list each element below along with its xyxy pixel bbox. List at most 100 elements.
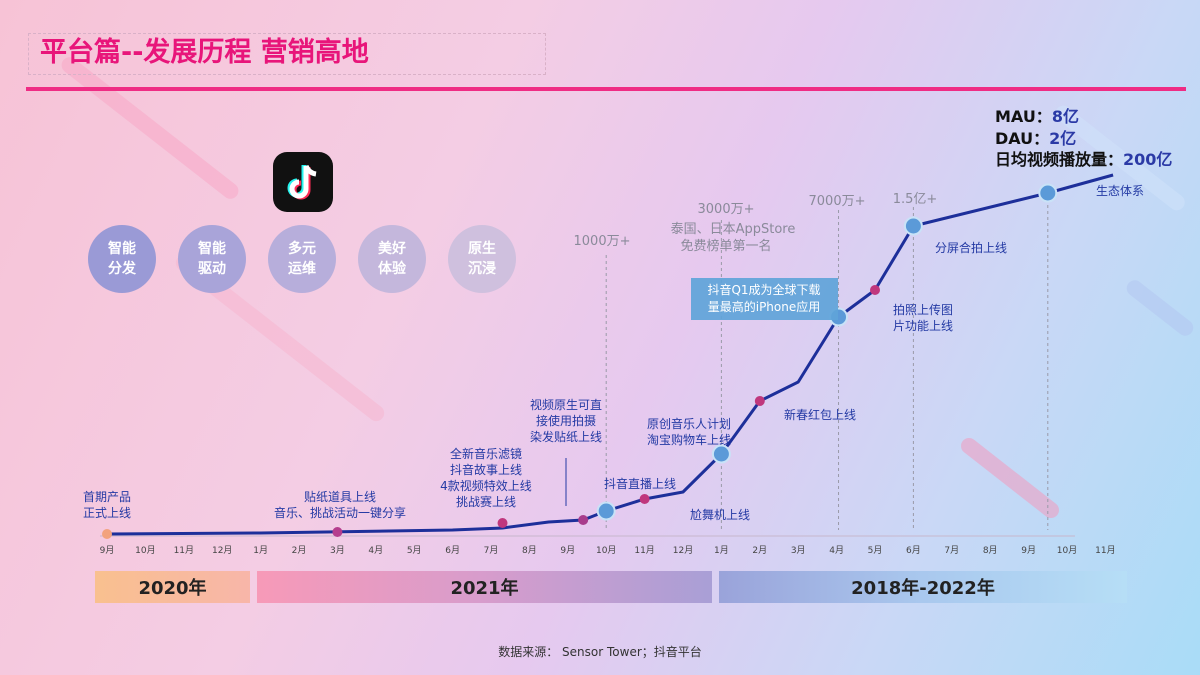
- x-tick-label: 12月: [212, 545, 232, 556]
- x-tick-label: 2月: [752, 545, 767, 556]
- x-tick-label: 6月: [906, 545, 921, 556]
- milestone-point: [1038, 183, 1058, 203]
- milestone-label: 1000万+: [574, 234, 631, 249]
- x-tick-label: 5月: [407, 545, 422, 556]
- feature-circle: 多元 运维: [268, 225, 336, 293]
- data-point: [870, 285, 880, 295]
- x-tick-label: 9月: [560, 545, 575, 556]
- feature-circle: 智能 分发: [88, 225, 156, 293]
- event-label: 原创音乐人计划: [647, 416, 731, 431]
- x-tick-label: 8月: [522, 545, 537, 556]
- milestone-note: 免费榜单第一名: [680, 238, 771, 254]
- feature-circle: 智能 驱动: [178, 225, 246, 293]
- x-tick-label: 10月: [596, 545, 616, 556]
- x-tick-label: 7月: [944, 545, 959, 556]
- metric-dau: DAU：2亿: [995, 125, 1076, 149]
- x-tick-label: 9月: [1021, 545, 1036, 556]
- data-point: [639, 494, 650, 504]
- data-point: [754, 396, 765, 406]
- milestone-label: 7000万+: [809, 194, 866, 209]
- metric-label: DAU：: [995, 129, 1050, 148]
- feature-circle-line: 多元: [288, 241, 316, 257]
- title-divider: [26, 87, 1186, 91]
- metric-value: 2亿: [1049, 129, 1077, 148]
- event-label: 分屏合拍上线: [935, 240, 1007, 255]
- x-tick-label: 11月: [174, 545, 194, 556]
- metric-value: 200亿: [1123, 150, 1173, 169]
- tiktok-logo-icon: [273, 152, 333, 212]
- metric-value: 8亿: [1051, 107, 1079, 126]
- event-label: 新春红包上线: [784, 407, 856, 422]
- x-tick-label: 3月: [791, 545, 806, 556]
- data-point: [102, 529, 112, 539]
- x-tick-label: 4月: [829, 545, 844, 556]
- year-band-2021: 2021年: [257, 571, 712, 603]
- callout-box: [691, 278, 838, 320]
- data-source: 数据来源： Sensor Tower；抖音平台: [498, 645, 702, 659]
- x-tick-label: 3月: [330, 545, 345, 556]
- event-label: 视频原生可直: [530, 397, 602, 412]
- event-label: 尬舞机上线: [690, 507, 750, 522]
- milestone-point: [596, 501, 616, 521]
- feature-circle: 美好 体验: [358, 225, 426, 293]
- callout-text: 量最高的iPhone应用: [708, 299, 821, 314]
- event-label: 生态体系: [1096, 184, 1144, 198]
- data-point: [578, 515, 589, 525]
- milestone-label: 3000万+: [698, 202, 755, 217]
- x-tick-label: 2月: [292, 545, 307, 556]
- milestone-point: [711, 444, 731, 464]
- metric-daily-views: 日均视频播放量：200亿: [995, 146, 1172, 170]
- feature-circle-line: 驱动: [198, 261, 226, 277]
- feature-circle-line: 体验: [378, 261, 406, 277]
- metric-mau: MAU：8亿: [995, 103, 1079, 127]
- event-label: 抖音故事上线: [450, 462, 522, 477]
- milestone-point: [903, 216, 923, 236]
- callout-text: 抖音Q1成为全球下载: [707, 282, 820, 297]
- x-tick-label: 7月: [484, 545, 499, 556]
- event-label: 染发贴纸上线: [530, 429, 602, 444]
- year-band-label: 2021年: [450, 578, 519, 599]
- event-label: 拍照上传图: [893, 302, 953, 317]
- event-label: 4款视频特效上线: [440, 478, 532, 493]
- growth-series-line: [106, 173, 1114, 536]
- x-tick-label: 9月: [100, 545, 115, 556]
- event-label: 挑战赛上线: [456, 494, 516, 509]
- x-tick-label: 11月: [1095, 545, 1115, 556]
- x-tick-label: 1月: [714, 545, 729, 556]
- data-point: [497, 518, 508, 528]
- feature-circle-line: 沉浸: [468, 261, 496, 277]
- metric-label: MAU：: [995, 107, 1052, 126]
- milestone-note: 泰国、日本AppStore: [671, 222, 796, 237]
- event-label: 音乐、挑战活动一键分享: [274, 505, 406, 520]
- feature-circle-line: 原生: [468, 241, 496, 257]
- feature-circle-line: 智能: [108, 241, 136, 257]
- year-band-label: 2020年: [138, 578, 207, 599]
- x-tick-label: 8月: [983, 545, 998, 556]
- year-band-2018-2022: 2018年-2022年: [719, 571, 1127, 603]
- metric-label: 日均视频播放量：: [995, 150, 1124, 169]
- event-label: 正式上线: [83, 506, 131, 520]
- feature-circle: 原生 沉浸: [448, 225, 516, 293]
- x-tick-label: 11月: [634, 545, 654, 556]
- year-band-label: 2018年-2022年: [851, 578, 995, 599]
- feature-circle-line: 运维: [288, 261, 316, 277]
- x-tick-label: 4月: [368, 545, 383, 556]
- x-tick-label: 12月: [673, 545, 693, 556]
- x-tick-label: 10月: [135, 545, 155, 556]
- event-label: 淘宝购物车上线: [647, 432, 731, 447]
- milestone-label: 1.5亿+: [893, 192, 938, 207]
- x-tick-label: 1月: [253, 545, 268, 556]
- event-label: 接使用拍摄: [536, 413, 596, 428]
- year-band-2020: 2020年: [95, 571, 250, 603]
- event-label: 贴纸道具上线: [304, 490, 376, 504]
- event-label: 首期产品: [83, 490, 131, 504]
- event-label: 片功能上线: [893, 319, 953, 333]
- title-frame: [28, 33, 546, 75]
- page-title: 平台篇--发展历程 营销高地: [40, 37, 369, 68]
- x-tick-label: 5月: [868, 545, 883, 556]
- feature-circle-line: 美好: [378, 241, 406, 257]
- feature-circle-line: 分发: [108, 261, 136, 277]
- x-tick-label: 10月: [1057, 545, 1077, 556]
- event-label: 全新音乐滤镜: [450, 446, 522, 461]
